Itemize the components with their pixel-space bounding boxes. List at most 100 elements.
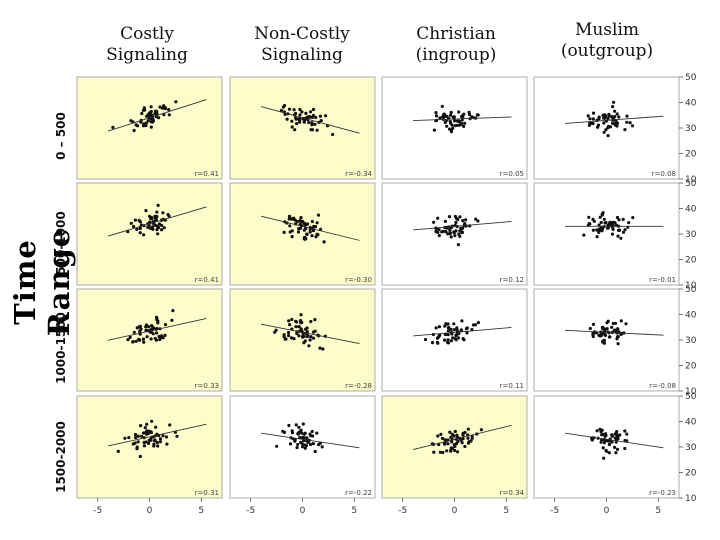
data-point	[601, 327, 605, 331]
data-point	[149, 337, 153, 341]
regression-line	[412, 424, 512, 450]
y-tick-label: 40	[685, 418, 697, 428]
data-point	[453, 119, 457, 123]
data-point	[139, 424, 143, 428]
data-point	[174, 100, 178, 104]
data-point	[605, 327, 609, 331]
data-point	[290, 235, 294, 239]
data-point	[146, 119, 150, 123]
data-point	[145, 422, 149, 426]
data-point	[318, 346, 322, 350]
regression-line	[260, 106, 360, 134]
data-point	[307, 344, 311, 348]
data-point	[311, 229, 316, 233]
data-point	[450, 432, 454, 436]
regression-line	[260, 323, 360, 345]
data-point	[467, 110, 471, 114]
y-tick-label: 10	[685, 387, 697, 397]
data-point	[163, 106, 167, 110]
r-value-label: r=-0.34	[345, 170, 372, 178]
data-point	[303, 431, 307, 435]
data-point	[301, 422, 305, 426]
data-point	[298, 226, 302, 231]
data-point	[613, 109, 617, 113]
data-point	[150, 324, 154, 328]
data-point	[600, 213, 605, 217]
data-point	[309, 335, 313, 339]
data-point	[111, 125, 115, 129]
data-point	[288, 323, 292, 327]
data-point	[303, 443, 307, 447]
data-point	[299, 327, 303, 331]
data-point	[156, 203, 160, 207]
data-point	[599, 333, 603, 337]
data-point	[282, 333, 286, 337]
data-point	[587, 215, 591, 219]
x-tick-label: 5	[503, 506, 509, 516]
y-tick-label: 10	[685, 175, 697, 185]
data-point	[297, 118, 301, 122]
data-point	[292, 337, 296, 341]
data-point	[447, 127, 452, 131]
data-point	[275, 444, 279, 448]
y-tick-label: 20	[685, 469, 697, 479]
data-point	[619, 319, 623, 323]
data-point	[455, 327, 459, 332]
data-point	[135, 447, 139, 451]
y-tick-label: 30	[685, 230, 697, 240]
data-point	[462, 338, 466, 342]
data-point	[464, 218, 468, 222]
data-point	[138, 220, 142, 224]
data-point	[455, 216, 459, 221]
regression-line	[413, 220, 512, 231]
data-point	[292, 108, 296, 112]
data-point	[310, 234, 314, 238]
data-point	[452, 328, 456, 332]
y-tick-label: 50	[685, 285, 697, 295]
data-point	[621, 217, 625, 221]
data-point	[153, 439, 157, 443]
data-point	[602, 121, 606, 125]
data-point	[137, 337, 141, 341]
data-point	[615, 215, 620, 220]
data-point	[136, 440, 140, 444]
regression-line	[413, 116, 512, 122]
data-point	[616, 437, 620, 441]
data-point	[290, 317, 294, 322]
x-tick-label: 5	[198, 506, 204, 516]
data-point	[303, 446, 307, 450]
data-point	[443, 324, 447, 328]
data-point	[602, 441, 607, 445]
data-point	[142, 431, 146, 435]
data-point	[160, 228, 164, 232]
data-point	[616, 234, 620, 238]
data-point	[462, 124, 466, 128]
data-point	[611, 321, 615, 326]
data-point	[324, 114, 328, 118]
data-point	[155, 440, 159, 445]
data-point	[134, 339, 138, 343]
data-point	[446, 329, 450, 333]
panel-3-0	[76, 395, 223, 499]
y-tick-label: 40	[685, 205, 697, 215]
data-point	[132, 128, 136, 133]
r-value-label: r=0.08	[652, 170, 676, 178]
data-point	[623, 429, 627, 433]
data-point	[320, 445, 324, 449]
data-point	[298, 107, 302, 112]
data-point	[156, 232, 160, 236]
data-point	[300, 110, 304, 114]
data-point	[611, 105, 615, 109]
data-point	[156, 321, 160, 325]
data-point	[136, 434, 140, 438]
data-point	[607, 335, 612, 339]
data-point	[290, 431, 295, 435]
regression-line	[565, 115, 664, 124]
r-value-label: r=-0.30	[345, 276, 372, 284]
data-point	[313, 318, 317, 322]
data-point	[453, 429, 457, 434]
column-header-muslim-outgroup: Muslim (outgroup)	[537, 20, 677, 62]
data-point	[456, 243, 460, 247]
data-point	[588, 117, 592, 121]
data-point	[454, 220, 458, 225]
